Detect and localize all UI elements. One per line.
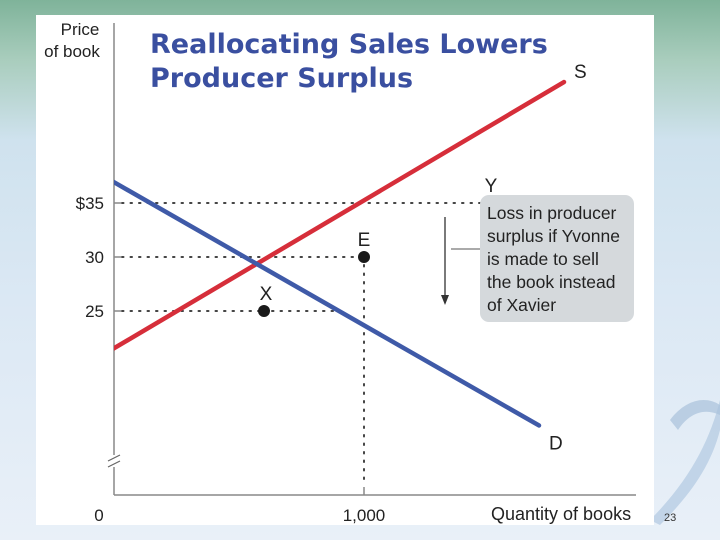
series-line-D: [114, 179, 542, 428]
y-axis-label-line1: Price: [61, 20, 100, 39]
loss-callout-text-line: Loss in producer: [487, 203, 617, 223]
origin-label: 0: [94, 506, 103, 525]
supply-demand-chart: Price of book Quantity of books 0 $35 30 2…: [44, 20, 636, 525]
slide-title: Reallocating Sales Lowers Producer Surpl…: [150, 28, 548, 96]
x-tick-label: 1,000: [343, 506, 386, 525]
loss-callout-text-line: of Xavier: [487, 295, 556, 315]
series-line-S: [114, 79, 567, 351]
decorative-swoosh: [650, 400, 720, 525]
loss-callout-text-line: is made to sell: [487, 249, 599, 269]
y-axis-break-mark: [107, 454, 121, 462]
loss-callout-text-line: surplus if Yvonne: [487, 226, 620, 246]
y-tick-label: $35: [76, 194, 104, 213]
point-label-X: X: [260, 284, 273, 305]
loss-callout-box: [480, 195, 634, 322]
loss-arrow-head: [441, 295, 449, 305]
point-X: [258, 305, 270, 317]
page-number: 23: [664, 512, 677, 524]
point-E: [358, 251, 370, 263]
loss-callout-text-line: the book instead: [487, 272, 615, 292]
series-label-D: D: [549, 433, 563, 454]
y-tick-label: 30: [85, 248, 104, 267]
point-label-Y: Y: [485, 176, 498, 197]
y-tick-label: 25: [85, 302, 104, 321]
y-axis-label-line2: of book: [44, 42, 100, 61]
y-axis-break-mark: [107, 460, 121, 468]
series-label-S: S: [574, 62, 587, 83]
chart-figure: Price of book Quantity of books 0 $35 30 2…: [36, 15, 654, 525]
point-label-E: E: [358, 230, 371, 251]
x-axis-label: Quantity of books: [491, 504, 631, 524]
slide-title-line1: Reallocating Sales Lowers: [150, 29, 548, 60]
slide-title-line2: Producer Surplus: [150, 63, 414, 94]
